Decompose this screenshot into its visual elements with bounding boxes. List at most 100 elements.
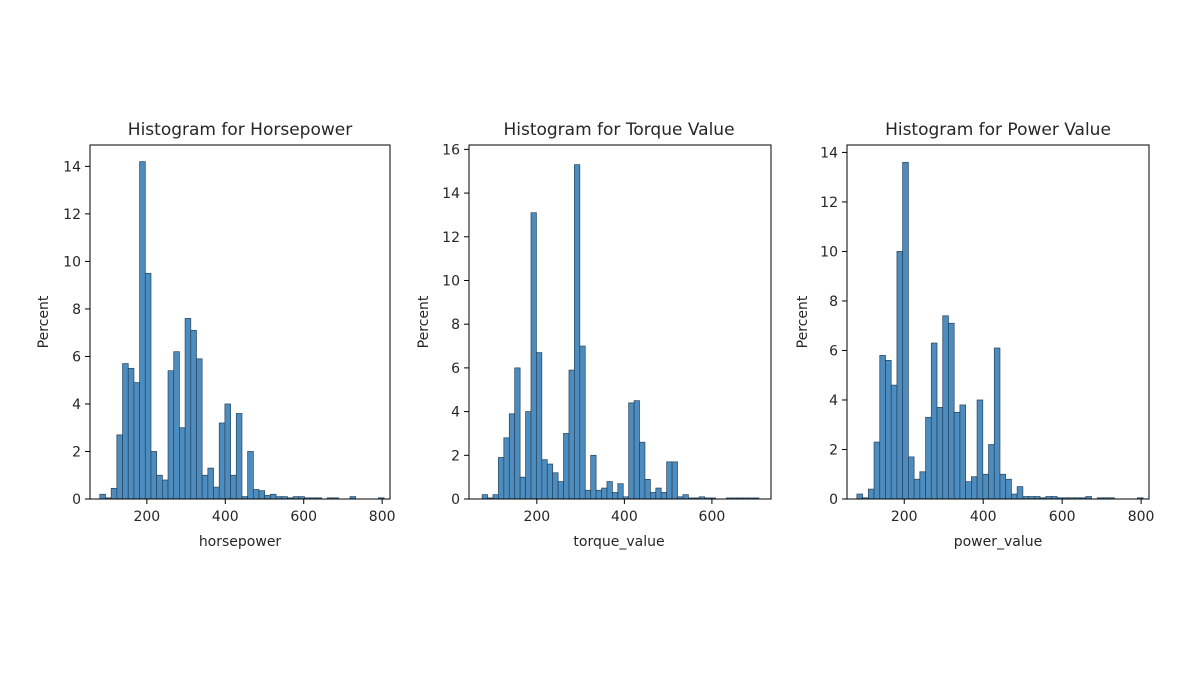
histogram-bar xyxy=(982,473,989,500)
histogram-bar xyxy=(579,345,586,500)
x-axis-label: power_value xyxy=(954,534,1043,550)
histogram-bar xyxy=(644,478,651,500)
y-tick-label: 0 xyxy=(72,492,81,508)
histogram-bar xyxy=(116,434,123,500)
histogram-bar xyxy=(247,451,254,500)
y-ticks: 0 2 4 6 8 10 12 14 xyxy=(63,159,90,508)
histogram-bar xyxy=(218,422,226,500)
y-tick-label: 4 xyxy=(451,405,460,421)
histogram-bar xyxy=(879,355,886,500)
power-histogram-panel: Histogram for Power Value power_value Pe… xyxy=(795,120,1154,550)
histogram-bar xyxy=(628,402,635,500)
histogram-bar xyxy=(519,476,526,500)
histogram-bar xyxy=(930,342,938,500)
histogram-bar xyxy=(617,483,624,500)
x-ticks: 200 400 600 xyxy=(523,499,725,525)
horsepower-histogram-panel: Histogram for Horsepower horsepower Perc… xyxy=(36,120,396,550)
y-tick-label: 4 xyxy=(72,397,81,413)
histogram-bar xyxy=(563,433,570,500)
histogram-bar xyxy=(541,459,548,500)
bars xyxy=(481,164,760,500)
histogram-bar xyxy=(258,490,266,500)
histogram-bar xyxy=(988,444,995,500)
y-tick-label: 16 xyxy=(442,142,460,158)
histogram-bar xyxy=(671,461,678,500)
histogram-bar xyxy=(890,384,898,500)
histogram-bar xyxy=(873,441,881,500)
histogram-bar xyxy=(224,403,231,500)
x-tick-label: 400 xyxy=(212,509,239,525)
y-ticks: 0 2 4 6 8 10 12 14 16 xyxy=(442,142,469,508)
y-tick-label: 12 xyxy=(63,207,81,223)
histogram-bar xyxy=(1011,493,1018,500)
histogram-bar xyxy=(606,481,613,500)
histogram-bar xyxy=(856,493,863,500)
histogram-bar xyxy=(902,161,909,500)
histogram-bar xyxy=(913,478,921,500)
histogram-bar xyxy=(612,492,619,500)
histogram-bar xyxy=(127,367,135,500)
x-tick-label: 200 xyxy=(523,509,550,525)
histogram-bar xyxy=(179,427,186,500)
histogram-bar xyxy=(601,487,608,500)
histogram-bar xyxy=(867,488,875,500)
y-tick-label: 8 xyxy=(72,302,81,318)
histogram-bar xyxy=(568,369,575,500)
histogram-bar xyxy=(252,489,260,500)
histogram-bar xyxy=(639,441,646,500)
histogram-bar xyxy=(993,347,1001,500)
histogram-bar xyxy=(885,360,892,500)
histogram-bar xyxy=(122,363,129,500)
y-tick-label: 2 xyxy=(451,448,460,464)
y-tick-label: 8 xyxy=(829,294,838,310)
histogram-bar xyxy=(976,399,984,500)
histogram-bar xyxy=(660,492,668,500)
histogram-bar xyxy=(999,473,1007,500)
histogram-bar xyxy=(264,495,271,500)
histogram-bar xyxy=(925,416,932,500)
histogram-bar xyxy=(536,352,543,500)
histogram-bar xyxy=(1005,478,1012,500)
x-axis-label: horsepower xyxy=(199,534,282,550)
histogram-bar xyxy=(942,315,949,500)
y-tick-label: 2 xyxy=(829,442,838,458)
histogram-bar xyxy=(584,489,592,500)
histogram-bar xyxy=(213,486,220,500)
histogram-bar xyxy=(896,251,904,500)
histogram-bar xyxy=(530,212,537,500)
x-tick-label: 800 xyxy=(1128,509,1155,525)
x-ticks: 200 400 600 800 xyxy=(891,499,1155,525)
plot-frame xyxy=(89,144,391,500)
x-tick-label: 600 xyxy=(1049,509,1076,525)
chart-title: Histogram for Torque Value xyxy=(503,120,734,140)
histogram-bar xyxy=(156,474,163,500)
y-tick-label: 2 xyxy=(72,444,81,460)
histogram-bar xyxy=(546,463,554,500)
histogram-bar xyxy=(557,481,564,500)
histogram-bar xyxy=(492,494,499,500)
y-axis-label: Percent xyxy=(795,295,811,348)
histogram-bar xyxy=(133,382,140,500)
y-ticks: 0 2 4 6 8 10 12 14 xyxy=(820,145,847,508)
histogram-bar xyxy=(552,472,559,500)
histogram-bar xyxy=(666,461,673,500)
histogram-bar xyxy=(953,412,961,500)
histogram-bar xyxy=(167,370,175,500)
y-tick-label: 14 xyxy=(442,186,460,202)
histogram-bar xyxy=(99,493,106,500)
histogram-bar xyxy=(270,493,277,500)
y-tick-label: 6 xyxy=(829,343,838,359)
histogram-bar xyxy=(144,272,152,500)
histogram-bar xyxy=(919,471,926,500)
y-tick-label: 14 xyxy=(820,145,838,161)
y-tick-label: 12 xyxy=(820,195,838,211)
x-tick-label: 600 xyxy=(699,509,726,525)
histogram-bar xyxy=(503,437,510,500)
y-tick-label: 12 xyxy=(442,230,460,246)
plot-frame xyxy=(846,144,1150,500)
y-tick-label: 10 xyxy=(820,244,838,260)
histogram-bar xyxy=(633,400,640,500)
histogram-bar xyxy=(936,407,944,500)
